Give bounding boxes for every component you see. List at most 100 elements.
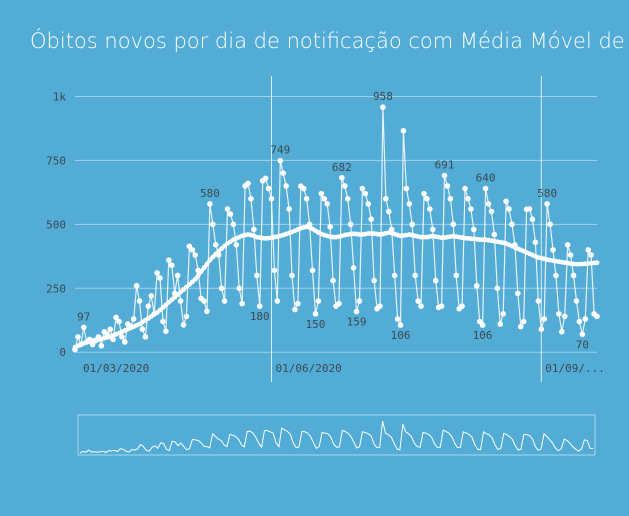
data-point [356,298,363,304]
data-point [122,339,128,345]
data-point [183,313,190,320]
x-tick-label: 01/09/... [545,362,605,375]
data-point [503,198,509,205]
data-point [201,298,207,304]
data-point [406,201,413,207]
data-point [506,206,512,212]
data-point [212,241,219,248]
data-point [594,260,600,266]
data-point [353,308,360,315]
data-point [119,334,125,340]
data-point [582,316,589,322]
data-point [471,226,477,233]
data-point [494,285,501,292]
data-point [567,252,574,258]
data-label: 749 [270,144,290,157]
data-point [204,261,210,267]
data-point [383,195,389,202]
data-point [98,343,105,349]
data-point [210,221,216,228]
data-point [148,293,155,299]
data-point [529,216,536,223]
data-point [520,318,527,325]
data-point [427,206,433,212]
data-point [576,318,583,325]
data-point [365,201,372,207]
navigator-frame [77,414,596,456]
data-point [324,201,331,207]
data-point [303,195,310,202]
data-point [289,272,295,279]
data-point [526,206,533,212]
data-point [180,322,187,328]
data-point [421,190,427,197]
data-point [330,277,336,284]
data-point [248,195,254,202]
data-point [271,267,278,274]
data-point [488,208,495,215]
data-point [441,172,448,179]
data-point [465,195,471,202]
data-point [544,201,550,207]
data-point [561,313,568,320]
data-point [189,247,196,253]
data-point [556,311,562,317]
y-tick-label: 750 [46,154,66,167]
data-point [116,318,122,325]
data-point [166,257,172,263]
navigator-line [79,420,594,454]
data-point [160,318,166,325]
data-point [318,190,325,197]
data-point [268,195,275,202]
data-point [218,285,225,292]
x-tick-label: 01/06/2020 [275,362,341,375]
data-point [479,322,486,328]
data-point [292,306,298,313]
data-point [538,326,545,332]
data-point [327,224,333,230]
data-point [491,231,498,238]
data-point [385,208,392,215]
data-point [227,211,234,217]
data-point [145,303,152,309]
data-point [415,298,421,304]
data-point [468,206,474,212]
data-point [447,195,454,202]
data-point [239,300,245,307]
data-point [136,298,143,304]
data-point [585,247,592,253]
data-point [409,221,416,228]
data-point [207,201,213,207]
x-tick-label: 01/03/2020 [83,362,149,375]
chart-title: Óbitos novos por dia de notificação com … [30,28,629,53]
data-point [473,282,480,289]
data-point [573,298,580,304]
data-point [462,185,468,192]
data-point [286,206,292,212]
data-point [256,303,263,309]
data-point [312,311,319,317]
data-point [429,226,436,233]
data-label: 580 [537,187,557,200]
data-point [535,298,542,304]
data-point [204,308,210,315]
data-point [113,314,119,321]
data-label: 580 [200,187,220,200]
data-point [139,326,146,332]
data-point [75,334,81,340]
data-point [432,277,439,284]
data-point [564,241,571,248]
data-point [344,195,351,202]
data-point [341,183,348,189]
data-label: 640 [476,172,496,185]
data-point [397,322,404,328]
data-point [347,221,354,228]
data-point [350,265,357,271]
y-tick-label: 0 [59,346,66,359]
data-label: 150 [306,318,326,331]
data-point [424,195,430,202]
data-point [130,316,137,322]
data-label: 106 [473,329,493,342]
data-point [453,272,460,279]
data-point [377,303,383,309]
